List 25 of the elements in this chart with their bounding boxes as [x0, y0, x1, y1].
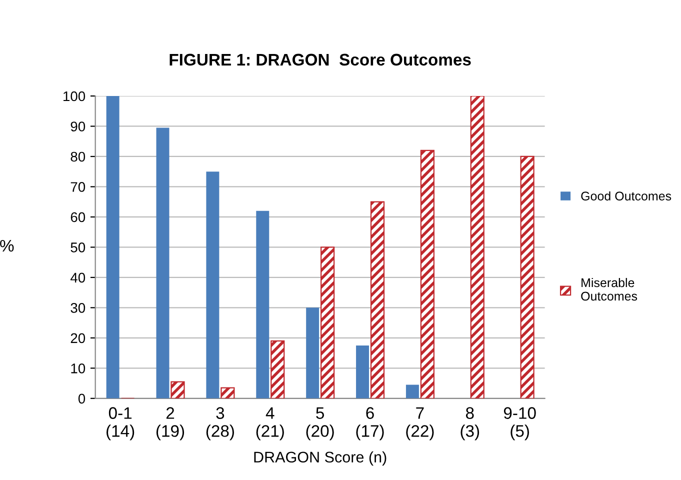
y-tick-label: 60 — [70, 212, 86, 222]
y-axis-title: % — [0, 240, 14, 252]
y-tick-label: 40 — [70, 272, 86, 283]
x-tick-label: 7 (22) — [406, 407, 434, 440]
x-axis-title: DRAGON Score (n) — [254, 451, 386, 466]
y-tick-label: 10 — [71, 363, 86, 374]
chart-title: FIGURE 1: DRAGON Score Outcomes — [170, 54, 471, 66]
legend-label: Miserable Outcomes — [581, 278, 638, 301]
y-tick-label: 20 — [70, 333, 86, 344]
x-tick-label: 3 (28) — [206, 407, 234, 440]
y-tick-label: 80 — [70, 152, 86, 162]
y-tick-label: 90 — [70, 122, 86, 132]
x-tick-label: 0-1 (14) — [106, 407, 134, 440]
x-tick-label: 5 (20) — [306, 407, 334, 440]
x-tick-label: 4 (21) — [256, 407, 284, 440]
y-tick-label: 70 — [70, 182, 86, 192]
x-tick-label: 8 (3) — [460, 407, 480, 440]
y-tick-label: 30 — [70, 303, 86, 313]
x-tick-label: 9-10 (5) — [504, 407, 536, 440]
x-tick-label: 6 (17) — [356, 407, 384, 440]
y-tick-label: 100 — [64, 91, 86, 102]
x-tick-label: 2 (19) — [156, 407, 184, 440]
legend-label: Good Outcomes — [581, 191, 672, 200]
y-tick-label: 50 — [70, 242, 86, 252]
y-tick-label: 0 — [78, 394, 86, 404]
